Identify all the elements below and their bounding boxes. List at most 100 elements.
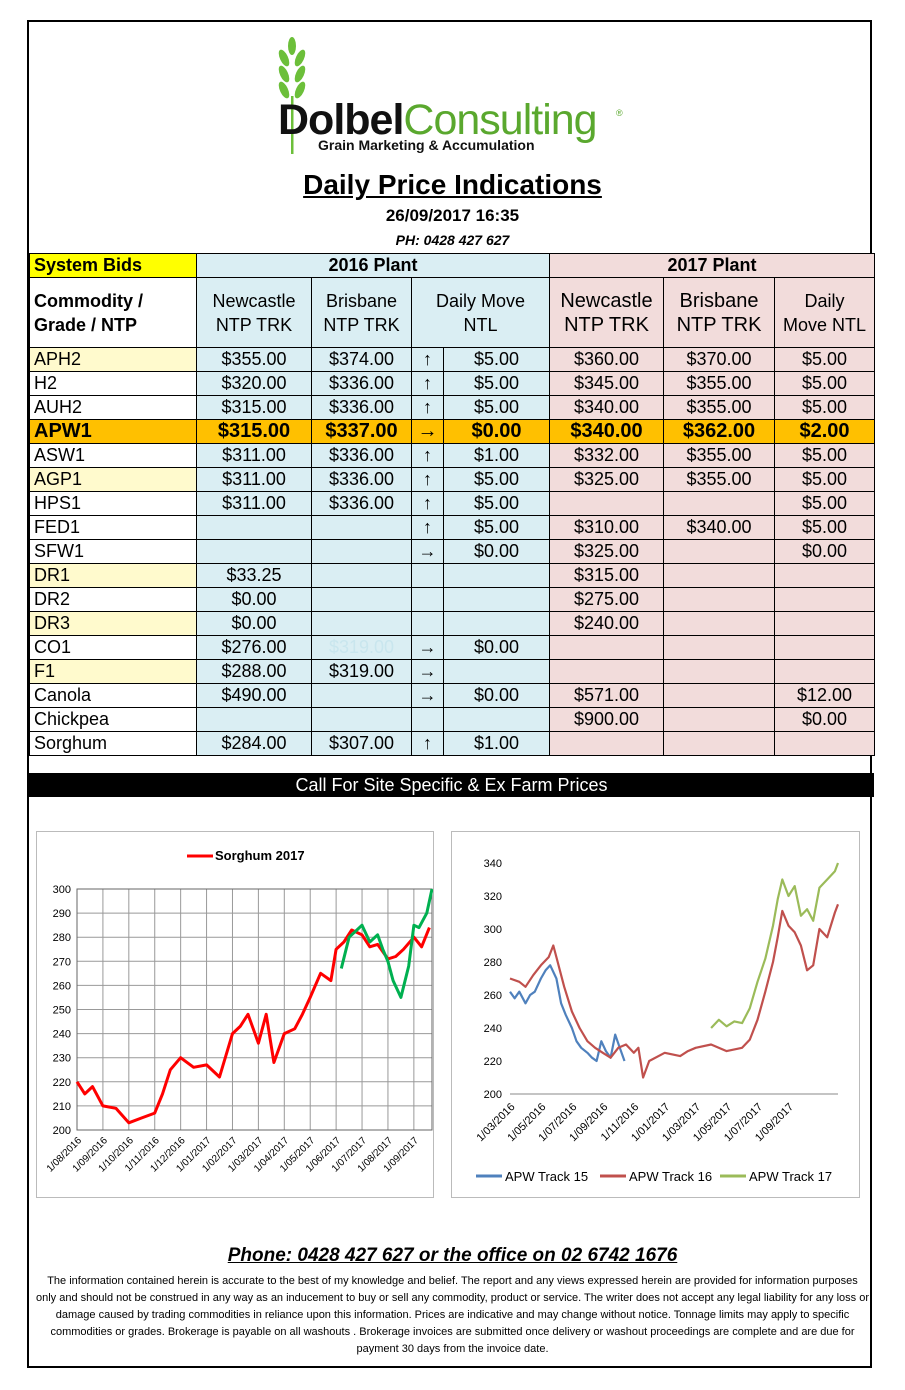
daily-move-2017: $5.00 — [774, 491, 875, 516]
table-row: APH2 $355.00 $374.00 ↑ $5.00 $360.00 $370.00 $5… — [29, 347, 875, 372]
plot-area — [76, 888, 433, 1131]
y-tick-label: 290 — [53, 908, 71, 920]
brisbane-2016-price: $307.00 — [311, 731, 412, 756]
daily-move-2017: $5.00 — [774, 371, 875, 396]
header-phone: PH: 0428 427 627 — [395, 232, 510, 248]
series-line-0 — [509, 964, 626, 1063]
y-tick-label: 200 — [484, 1089, 502, 1101]
brisbane-2016-price: $319.00 — [311, 635, 412, 660]
brand-name: DolbelConsulting — [278, 96, 598, 144]
brisbane-2017-price — [663, 707, 775, 732]
commodity-name: Canola — [29, 683, 197, 708]
daily-move-2016: $5.00 — [443, 467, 550, 492]
daily-move-2016: $5.00 — [443, 395, 550, 420]
col-newcastle-2017: Newcastle NTP TRK — [549, 277, 664, 348]
table-row: AGP1 $311.00 $336.00 ↑ $5.00 $325.00 $355.00 $5… — [29, 467, 875, 492]
table-row: DR3 $0.00 $240.00 — [29, 611, 875, 636]
table-row: DR2 $0.00 $275.00 — [29, 587, 875, 612]
plant-2017-header: 2017 Plant — [549, 253, 875, 278]
commodity-name: AUH2 — [29, 395, 197, 420]
newcastle-2016-price: $311.00 — [196, 491, 312, 516]
daily-move-2016: $5.00 — [443, 491, 550, 516]
daily-move-2017 — [774, 731, 875, 756]
legend-label: APW Track 16 — [629, 1169, 712, 1184]
newcastle-2016-price: $320.00 — [196, 371, 312, 396]
brisbane-2017-price: $362.00 — [663, 419, 775, 444]
daily-move-2016 — [443, 707, 550, 732]
brisbane-2017-price — [663, 587, 775, 612]
daily-move-2016: $1.00 — [443, 731, 550, 756]
commodity-name: DR2 — [29, 587, 197, 612]
commodity-name: FED1 — [29, 515, 197, 540]
newcastle-2016-price — [196, 539, 312, 564]
newcastle-2016-price — [196, 707, 312, 732]
move-arrow-icon: ↑ — [411, 371, 444, 396]
brisbane-2017-price: $355.00 — [663, 467, 775, 492]
brisbane-2016-price: $337.00 — [311, 419, 412, 444]
series-line-1 — [509, 903, 840, 1079]
brisbane-2017-price — [663, 683, 775, 708]
apw-track-chart: 200 220 240 260 280 300 320 340 1/03/2016 1/05/20… — [451, 831, 860, 1198]
wheat-logo-icon — [278, 37, 306, 154]
newcastle-2017-price: $900.00 — [549, 707, 664, 732]
brisbane-2017-price: $355.00 — [663, 371, 775, 396]
brisbane-2016-price — [311, 611, 412, 636]
newcastle-2017-price: $315.00 — [549, 563, 664, 588]
brisbane-2017-price — [663, 731, 775, 756]
table-row: SFW1 → $0.00 $325.00 $0.00 — [29, 539, 875, 564]
col-daily-move-2017: Daily Move NTL — [774, 277, 875, 348]
col-brisbane-2017: Brisbane NTP TRK — [663, 277, 775, 348]
y-tick-label: 220 — [53, 1077, 71, 1089]
report-datetime: 26/09/2017 16:35 — [385, 206, 520, 225]
daily-move-2016: $5.00 — [443, 371, 550, 396]
series-line-0 — [75, 927, 431, 1125]
move-arrow-icon: ↑ — [411, 347, 444, 372]
move-arrow-icon — [411, 611, 444, 636]
y-tick-label: 250 — [53, 1005, 71, 1017]
table-row: Sorghum $284.00 $307.00 ↑ $1.00 — [29, 731, 875, 756]
table-row: DR1 $33.25 $315.00 — [29, 563, 875, 588]
brisbane-2017-price: $355.00 — [663, 443, 775, 468]
table-row: APW1 $315.00 $337.00 → $0.00 $340.00 $362.00 $2… — [29, 419, 875, 444]
y-tick-label: 240 — [53, 1029, 71, 1041]
daily-move-2017 — [774, 611, 875, 636]
daily-move-2016: $1.00 — [443, 443, 550, 468]
daily-move-2017: $5.00 — [774, 347, 875, 372]
daily-move-2017: $0.00 — [774, 539, 875, 564]
daily-move-2017 — [774, 587, 875, 612]
newcastle-2016-price: $311.00 — [196, 443, 312, 468]
brisbane-2017-price — [663, 659, 775, 684]
brisbane-2017-price — [663, 611, 775, 636]
brisbane-2016-price: $336.00 — [311, 371, 412, 396]
move-arrow-icon: → — [411, 683, 444, 708]
brisbane-2016-price — [311, 683, 412, 708]
y-tick-label: 300 — [53, 884, 71, 896]
brisbane-2016-price — [311, 563, 412, 588]
newcastle-2017-price: $275.00 — [549, 587, 664, 612]
legend-label: Sorghum 2017 — [215, 848, 305, 863]
newcastle-2017-price — [549, 731, 664, 756]
daily-move-2016: $0.00 — [443, 683, 550, 708]
y-tick-label: 260 — [53, 980, 71, 992]
commodity-name: ASW1 — [29, 443, 197, 468]
newcastle-2017-price: $340.00 — [549, 395, 664, 420]
series-line-1 — [339, 888, 434, 999]
newcastle-2016-price: $355.00 — [196, 347, 312, 372]
table-row: Canola $490.00 → $0.00 $571.00 $12.00 — [29, 683, 875, 708]
price-table: System Bids 2016 Plant 2017 Plant Commod… — [29, 253, 875, 756]
daily-move-2016 — [443, 659, 550, 684]
y-tick-label: 210 — [53, 1101, 71, 1113]
y-tick-label: 240 — [484, 1023, 502, 1035]
col-daily-move-2016: Daily Move NTL — [411, 277, 550, 348]
brisbane-2017-price — [663, 563, 775, 588]
move-arrow-icon — [411, 707, 444, 732]
daily-move-2016: $5.00 — [443, 515, 550, 540]
commodity-name: Chickpea — [29, 707, 197, 732]
commodity-name: DR3 — [29, 611, 197, 636]
move-arrow-icon: ↑ — [411, 731, 444, 756]
col-commodity: Commodity / Grade / NTP — [29, 277, 197, 348]
y-tick-label: 300 — [484, 924, 502, 936]
newcastle-2017-price: $332.00 — [549, 443, 664, 468]
newcastle-2017-price — [549, 491, 664, 516]
table-row: FED1 ↑ $5.00 $310.00 $340.00 $5.00 — [29, 515, 875, 540]
